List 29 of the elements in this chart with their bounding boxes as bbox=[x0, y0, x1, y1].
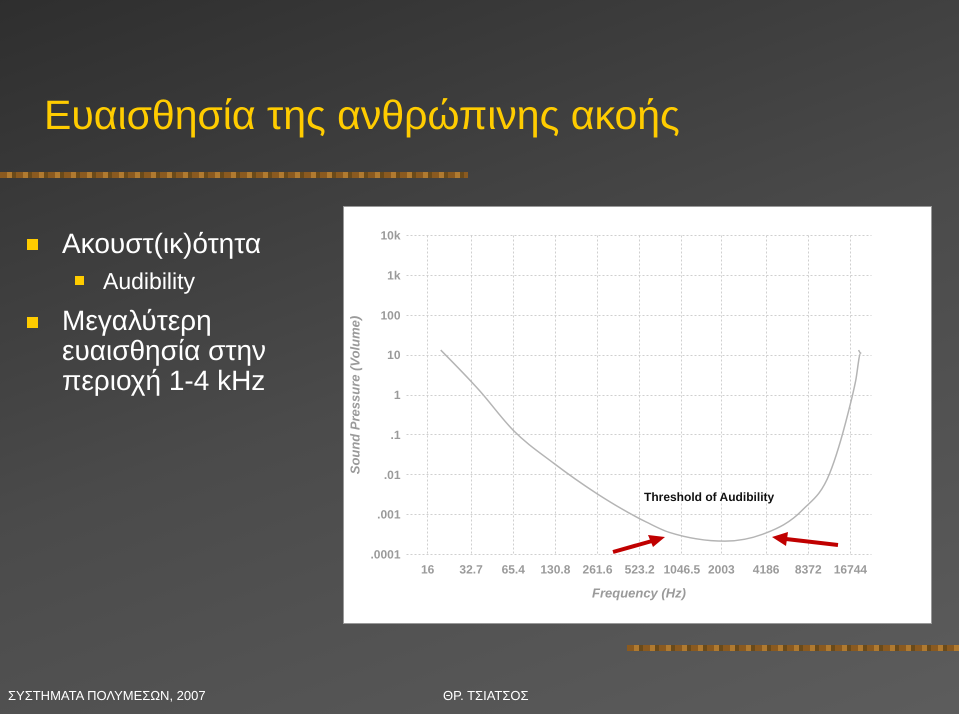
text: ΘΡ. ΤΣΙΑΤΣΟΣ bbox=[443, 688, 529, 703]
x-axis-title: Frequency (Hz) bbox=[592, 586, 686, 600]
y-tick-label: 10 bbox=[387, 348, 401, 362]
x-tick-label: 16 bbox=[420, 562, 435, 576]
x-tick-label: 523.2 bbox=[624, 562, 656, 576]
y-tick-label: .01 bbox=[384, 468, 401, 482]
x-tick-label: 2003 bbox=[708, 562, 735, 576]
y-tick-label: 1 bbox=[394, 388, 401, 402]
y-tick-label: 1k bbox=[387, 268, 401, 282]
text: Ακουστ(ικ)ότητα bbox=[62, 228, 262, 259]
x-tick-label: 130.8 bbox=[540, 562, 571, 576]
text: Audibility bbox=[103, 268, 196, 295]
chart-title: Ευαισθησία της ανθρώπινης ακοής bbox=[44, 92, 680, 139]
text: Μεγαλύτερη ευαισθησία στην περιοχή 1-4 kHz bbox=[62, 305, 268, 396]
y-tick-label: .1 bbox=[390, 428, 401, 442]
x-tick-label: 32.7 bbox=[459, 562, 484, 576]
x-tick-label: 1046.5 bbox=[663, 562, 701, 576]
y-tick-label: .001 bbox=[377, 508, 401, 522]
y-tick-label: 100 bbox=[380, 308, 401, 322]
x-tick-label: 8372 bbox=[794, 562, 822, 576]
text: ΣΥΣΤΗΜΑΤΑ ΠΟΛΥΜΕΣΩΝ, 2007 bbox=[8, 688, 206, 703]
y-axis-title: Sound Pressure (Volume) bbox=[347, 316, 362, 474]
y-tick-label: 10k bbox=[380, 228, 401, 242]
y-tick-label: .0001 bbox=[370, 548, 401, 562]
x-tick-label: 261.6 bbox=[582, 562, 613, 576]
x-tick-label: 4186 bbox=[752, 562, 780, 576]
x-tick-label: 16744 bbox=[834, 562, 868, 576]
x-tick-label: 65.4 bbox=[502, 562, 526, 576]
annotation: Threshold of Audibility bbox=[644, 490, 774, 504]
